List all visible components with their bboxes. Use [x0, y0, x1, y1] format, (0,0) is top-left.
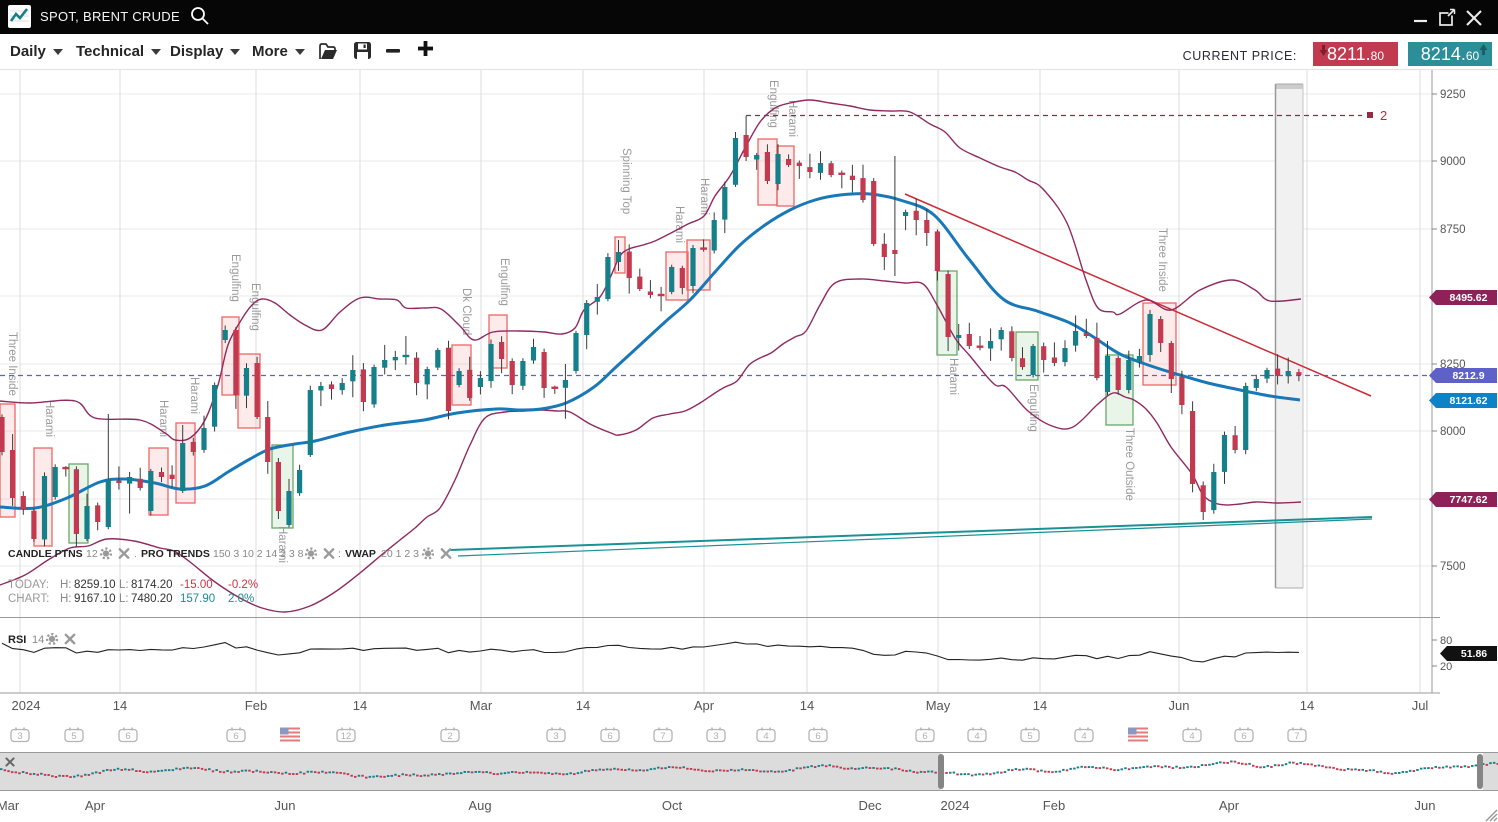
svg-text:Apr: Apr: [694, 698, 715, 713]
svg-text:14: 14: [32, 634, 44, 646]
svg-text:8750: 8750: [1440, 224, 1466, 236]
svg-text:3: 3: [713, 731, 718, 742]
svg-text:Harami: Harami: [157, 400, 169, 437]
svg-text:51.86: 51.86: [1461, 648, 1487, 660]
svg-text:6: 6: [1241, 731, 1246, 742]
svg-text:14: 14: [1033, 698, 1047, 713]
svg-text:20 1 2 3: 20 1 2 3: [381, 548, 419, 560]
svg-text:7480.20: 7480.20: [131, 593, 173, 605]
svg-text:6: 6: [125, 731, 130, 742]
svg-text:Feb: Feb: [245, 698, 267, 713]
svg-text:6: 6: [607, 731, 612, 742]
svg-text:CHART:: CHART:: [8, 593, 49, 605]
svg-text:Mar: Mar: [470, 698, 493, 713]
svg-text:7: 7: [660, 731, 665, 742]
svg-text:6: 6: [815, 731, 820, 742]
svg-text:Apr: Apr: [85, 798, 106, 813]
svg-text:Feb: Feb: [1043, 798, 1065, 813]
svg-text:7747.62: 7747.62: [1450, 494, 1488, 506]
svg-text:Jun: Jun: [275, 798, 296, 813]
svg-text:May: May: [926, 698, 951, 713]
svg-text:14: 14: [576, 698, 590, 713]
svg-text:5: 5: [71, 731, 76, 742]
svg-text:12: 12: [86, 548, 98, 560]
svg-text:7500: 7500: [1440, 561, 1466, 573]
svg-text:8259.10: 8259.10: [74, 579, 116, 591]
svg-text:14: 14: [353, 698, 367, 713]
svg-text:14: 14: [800, 698, 814, 713]
svg-text:RSI: RSI: [8, 634, 26, 646]
svg-text:-15.00: -15.00: [180, 579, 213, 591]
svg-text:Harami: Harami: [188, 377, 200, 414]
svg-text:4: 4: [1189, 731, 1194, 742]
svg-text:2: 2: [1380, 108, 1387, 123]
svg-text:Harami: Harami: [276, 526, 288, 563]
svg-text:-0.2%: -0.2%: [228, 579, 258, 591]
svg-text:2.0%: 2.0%: [228, 593, 254, 605]
svg-text:2: 2: [447, 731, 452, 742]
svg-text:Engulfing: Engulfing: [498, 258, 510, 306]
svg-text:8121.62: 8121.62: [1450, 395, 1488, 407]
svg-text:8495.62: 8495.62: [1450, 292, 1488, 304]
svg-text:Oct: Oct: [662, 798, 683, 813]
svg-text:Dk Cloud: Dk Cloud: [460, 288, 472, 335]
svg-text:.: .: [134, 548, 137, 560]
svg-text:CANDLE PTNS: CANDLE PTNS: [8, 548, 83, 560]
svg-text:8212.9: 8212.9: [1452, 370, 1484, 382]
svg-text:2024: 2024: [941, 798, 970, 813]
svg-text:12: 12: [341, 731, 352, 742]
svg-text:Aug: Aug: [468, 798, 491, 813]
svg-text:Engulfing: Engulfing: [1027, 384, 1039, 432]
svg-text:Three Outside: Three Outside: [1123, 428, 1135, 501]
svg-text:PRO TRENDS: PRO TRENDS: [141, 548, 210, 560]
svg-text:9000: 9000: [1440, 156, 1466, 168]
svg-text:2024: 2024: [12, 698, 41, 713]
svg-text:80: 80: [1440, 635, 1452, 647]
svg-text:H:: H:: [60, 593, 72, 605]
svg-text:150 3 10 2 14 2 3 8: 150 3 10 2 14 2 3 8: [213, 548, 304, 560]
svg-text:Engulfing: Engulfing: [229, 254, 241, 302]
svg-text:8174.20: 8174.20: [131, 579, 173, 591]
svg-text:9250: 9250: [1440, 89, 1466, 101]
svg-text:4: 4: [974, 731, 979, 742]
svg-text:Three Inside: Three Inside: [1156, 228, 1168, 292]
svg-text:Jul: Jul: [1412, 698, 1429, 713]
svg-text:Harami: Harami: [786, 100, 798, 137]
svg-text:L:: L:: [119, 579, 129, 591]
svg-text:4: 4: [1081, 731, 1086, 742]
svg-text:7: 7: [1294, 731, 1299, 742]
svg-text:Engulfing: Engulfing: [767, 80, 779, 128]
svg-text:Three Inside: Three Inside: [6, 332, 18, 396]
svg-text:14: 14: [113, 698, 127, 713]
svg-text:Engulfing: Engulfing: [249, 283, 261, 331]
svg-text:Dec: Dec: [858, 798, 882, 813]
svg-text:14: 14: [1300, 698, 1314, 713]
svg-text:Mar: Mar: [0, 798, 20, 813]
svg-text:Harami: Harami: [43, 400, 55, 437]
svg-text:5: 5: [1027, 731, 1032, 742]
svg-text::: :: [338, 548, 341, 560]
svg-text:9167.10: 9167.10: [74, 593, 116, 605]
svg-text:Jun: Jun: [1415, 798, 1436, 813]
svg-text:L:: L:: [119, 593, 129, 605]
svg-text:Apr: Apr: [1219, 798, 1240, 813]
svg-text:Jun: Jun: [1169, 698, 1190, 713]
svg-text:Spinning Top: Spinning Top: [620, 148, 632, 214]
svg-text:6: 6: [922, 731, 927, 742]
svg-text:6: 6: [233, 731, 238, 742]
svg-text:Harami: Harami: [947, 358, 959, 395]
svg-text:8000: 8000: [1440, 426, 1466, 438]
svg-text:Harami: Harami: [698, 178, 710, 215]
svg-text:VWAP: VWAP: [345, 548, 376, 560]
svg-text:TODAY:: TODAY:: [8, 579, 49, 591]
svg-text:4: 4: [763, 731, 768, 742]
svg-text:3: 3: [17, 731, 22, 742]
svg-text:H:: H:: [60, 579, 72, 591]
svg-text:Harami: Harami: [673, 206, 685, 243]
svg-text:157.90: 157.90: [180, 593, 215, 605]
svg-text:3: 3: [553, 731, 558, 742]
svg-text:20: 20: [1440, 661, 1452, 673]
